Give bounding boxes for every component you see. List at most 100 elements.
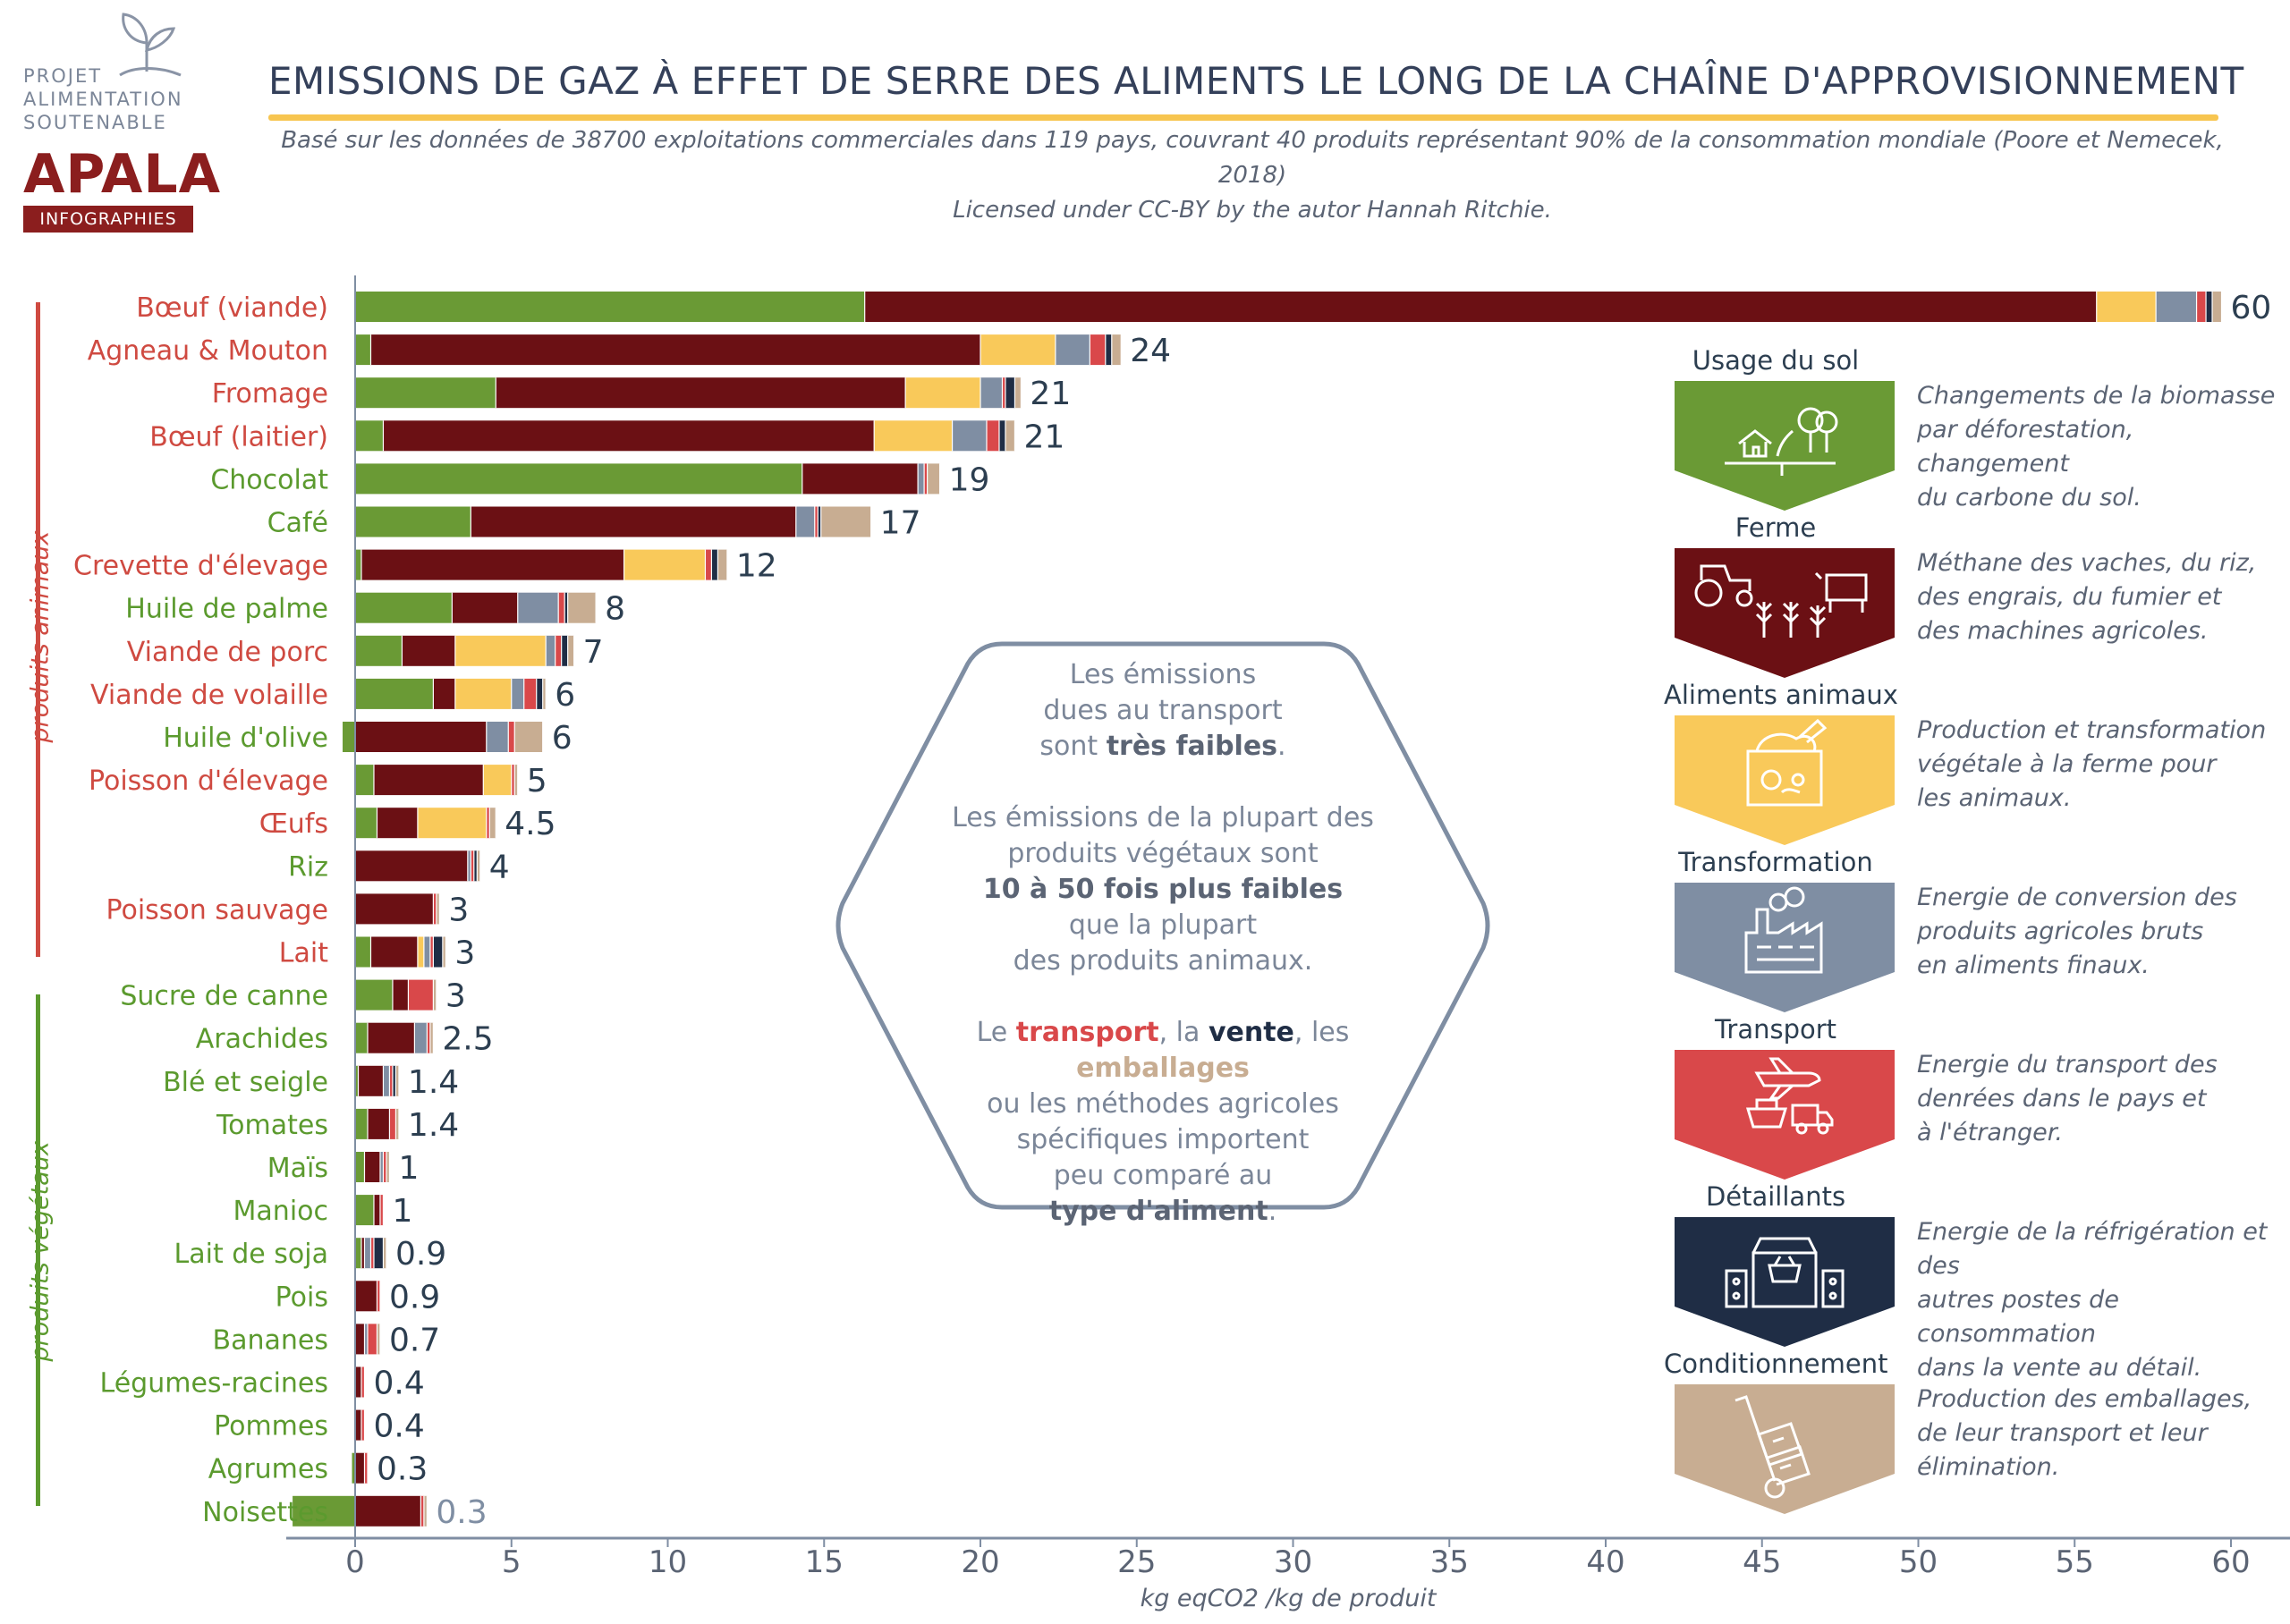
bar-segment-transport (924, 463, 928, 495)
legend-title-packaging: Conditionnement (1664, 1349, 1888, 1379)
bar-segment-farm (370, 334, 981, 366)
bar-segment-land-use (343, 722, 355, 752)
bar-segment-farm (355, 1366, 361, 1398)
bar-segment-farm (367, 1108, 390, 1139)
bar-segment-farm (471, 506, 796, 537)
bar-segment-processing (423, 936, 430, 968)
bar-segment-farm (355, 1409, 361, 1441)
bar-segment-farm (355, 1281, 377, 1312)
bar-segment-packaging (377, 1324, 380, 1355)
bar-segment-land-use (355, 549, 361, 580)
bar-segment-land-use (355, 979, 393, 1011)
bar-segment-transport (2196, 292, 2207, 322)
category-label: Riz (288, 851, 328, 883)
subtitle-line-2: Licensed under CC-BY by the autor Hannah… (953, 197, 1552, 224)
total-value-label: 0.4 (373, 1366, 424, 1402)
bar-segment-packaging (542, 678, 547, 709)
bar-segment-retail (473, 850, 478, 882)
bar-segment-transport (377, 1281, 380, 1312)
bar-row (355, 592, 597, 623)
x-tick-label: 15 (805, 1544, 844, 1580)
chart-title: EMISSIONS DE GAZ À EFFET DE SERRE DES AL… (268, 59, 2244, 103)
legend-desc-animal-feed-2: végétale à la ferme pour (1917, 750, 2217, 778)
animal-feed-icon (1675, 715, 1895, 845)
note-p3-end: . (1268, 1196, 1277, 1227)
bar-segment-packaging (395, 1108, 399, 1139)
total-value-label: 0.3 (377, 1451, 428, 1488)
logo-tag: INFOGRAPHIES (23, 206, 193, 233)
bar-segment-land-use (355, 1065, 359, 1096)
x-tick-label: 40 (1586, 1544, 1624, 1580)
bar-row (355, 1152, 391, 1182)
category-label: Manioc (233, 1196, 328, 1227)
total-value-label: 0.3 (436, 1494, 487, 1531)
bar-segment-packaging (820, 506, 871, 537)
bar-segment-land-use (293, 1495, 355, 1527)
apala-logo: PROJET ALIMENTATION SOUTENABLE APALA INF… (21, 9, 220, 233)
total-value-label: 19 (949, 461, 990, 498)
bar-row (355, 506, 872, 537)
legend-title-retail: Détaillants (1705, 1181, 1846, 1212)
category-label: Bœuf (laitier) (149, 421, 328, 453)
bar-segment-transport (1002, 377, 1005, 409)
bar-row (355, 678, 547, 709)
bar-row (355, 420, 1016, 452)
total-value-label: 21 (1030, 376, 1071, 412)
bar-segment-retail (433, 936, 443, 968)
bar-segment-animal-feed (417, 808, 487, 839)
bar-segment-transport (508, 722, 515, 752)
note-p3-d: peu comparé au (1053, 1160, 1273, 1191)
bar-segment-transport (471, 850, 474, 882)
bar-segment-farm (360, 549, 624, 580)
category-label: Maïs (267, 1153, 328, 1184)
category-label: Tomates (216, 1110, 328, 1141)
bar-segment-land-use (355, 765, 374, 796)
bar-row (355, 1022, 434, 1053)
total-value-label: 4 (489, 849, 510, 885)
bar-segment-farm (358, 1065, 384, 1096)
legend-desc-processing-1: Energie de conversion des (1917, 884, 2237, 911)
legend-desc-farm: Méthane des vaches, du riz, des engrais,… (1917, 546, 2290, 648)
bar-segment-farm (496, 377, 906, 409)
bar-segment-farm (452, 592, 518, 623)
x-tick-label: 20 (961, 1544, 999, 1580)
bar-segment-farm (367, 1022, 415, 1053)
total-value-label: 0.9 (395, 1236, 446, 1273)
legend-desc-processing-2: produits agricoles bruts (1917, 918, 2204, 945)
note-text: Les émissions dues au transport sont trè… (886, 657, 1440, 1230)
legend-desc-packaging: Production des emballages, de leur trans… (1917, 1383, 2290, 1484)
legend-desc-land-use-3: du carbone du sol. (1917, 484, 2142, 512)
legend-desc-retail-2: autres postes de consommation (1917, 1286, 2119, 1348)
category-label: Viande de porc (127, 637, 328, 668)
bar-segment-transport (814, 506, 818, 537)
bar-segment-processing (364, 1324, 368, 1355)
legend-desc-retail-3: dans la vente au détail. (1917, 1354, 2202, 1382)
bar-segment-farm (364, 1152, 380, 1182)
bar-segment-packaging (383, 1238, 386, 1269)
bar-segment-transport (420, 1495, 424, 1527)
x-axis-label: kg eqCO2 /kg de produit (1141, 1585, 1438, 1612)
bar-segment-land-use (355, 635, 403, 666)
bar-segment-animal-feed (980, 334, 1056, 366)
bar-segment-farm (355, 893, 434, 925)
bar-segment-land-use (355, 377, 496, 409)
bar-segment-packaging (1111, 334, 1122, 366)
logo-line-3: SOUTENABLE (23, 112, 167, 133)
bar-segment-processing (414, 1022, 428, 1053)
x-tick-label: 35 (1430, 1544, 1469, 1580)
bar-segment-farm (433, 678, 455, 709)
bar-row (293, 1495, 428, 1527)
bar-segment-processing (980, 377, 1003, 409)
bar-row (355, 936, 446, 968)
category-label: Agneau & Mouton (88, 335, 328, 367)
bar-segment-land-use (355, 936, 371, 968)
bar-segment-farm (402, 635, 455, 666)
bar-segment-land-use (355, 420, 384, 452)
note-p3-comma2: , les (1293, 1017, 1350, 1048)
bar-row (355, 1108, 400, 1139)
bar-segment-farm (355, 1324, 365, 1355)
total-value-label: 7 (583, 634, 604, 671)
legend-desc-packaging-1: Production des emballages, (1917, 1385, 2252, 1413)
bar-segment-animal-feed (2096, 292, 2157, 322)
